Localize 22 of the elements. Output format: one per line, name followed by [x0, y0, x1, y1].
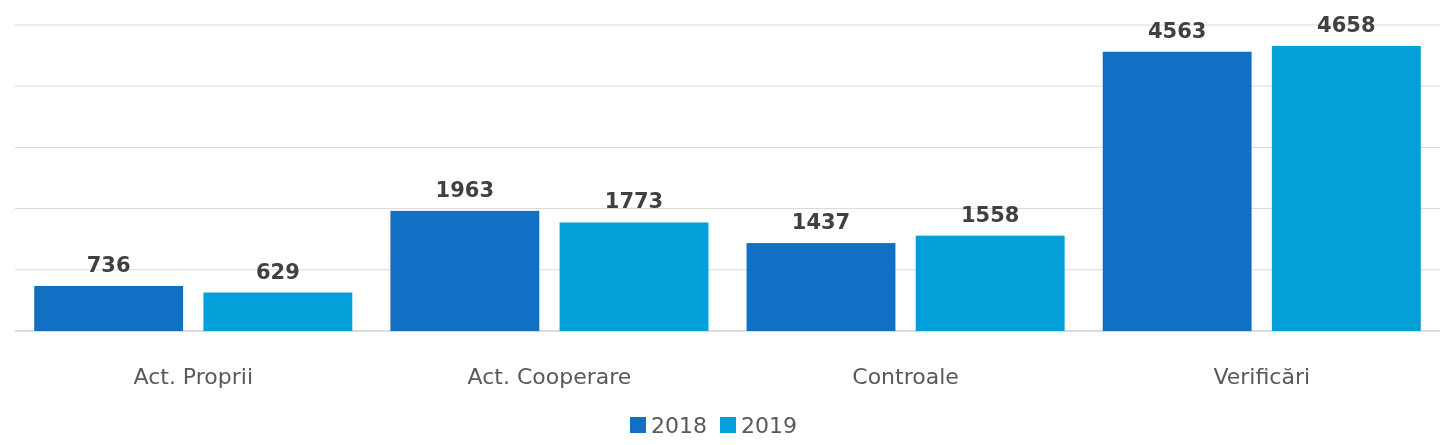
- data-label: 4658: [1317, 12, 1376, 37]
- data-label: 1773: [604, 189, 664, 214]
- bar: [1271, 45, 1421, 331]
- bar: [203, 292, 353, 331]
- x-tick-label: Act. Cooperare: [467, 364, 632, 389]
- x-tick-label: Verificări: [1213, 364, 1311, 389]
- data-label: 1437: [791, 210, 851, 235]
- data-label: 629: [255, 259, 300, 284]
- bar: [390, 210, 540, 331]
- x-tick-label: Act. Proprii: [133, 364, 254, 389]
- legend-label: 2019: [741, 413, 797, 438]
- data-label: 4563: [1147, 18, 1207, 43]
- data-label: 736: [86, 252, 131, 277]
- bar: [1102, 51, 1252, 331]
- legend-label: 2018: [651, 413, 707, 438]
- bar: [915, 235, 1065, 331]
- bar: [34, 285, 184, 331]
- data-label: 1963: [435, 177, 495, 202]
- bar: [746, 243, 896, 331]
- bar: [559, 222, 709, 331]
- x-tick-label: Controale: [852, 364, 959, 389]
- data-label: 1558: [960, 202, 1020, 227]
